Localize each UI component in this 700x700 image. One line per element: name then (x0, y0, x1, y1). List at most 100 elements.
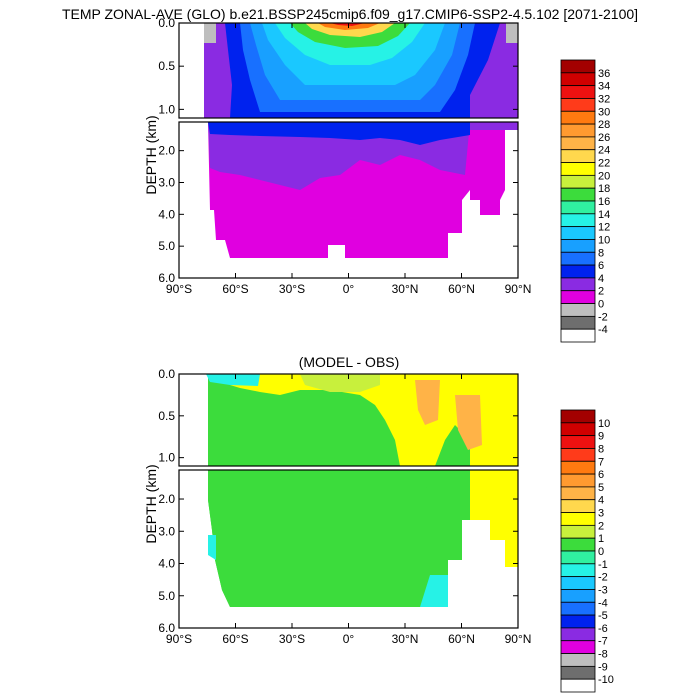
colorbar-swatch (560, 640, 596, 654)
bottom-left-cool-patch (208, 535, 216, 560)
colorbar-swatch (560, 251, 596, 266)
colorbar-swatch (560, 85, 596, 99)
colorbar-swatch (560, 200, 596, 215)
colorbar-swatch (560, 512, 596, 526)
y-tick-label: 4.0 (158, 207, 175, 221)
bottom-cool-patch (420, 575, 448, 607)
colorbar-level-label: 6 (598, 469, 604, 481)
land-mask-south (179, 23, 204, 118)
deep-cool-bias (265, 470, 470, 492)
x-tick-label: 30°S (279, 632, 305, 646)
colorbar-level-label: 2 (598, 286, 604, 298)
colorbar-swatch (560, 303, 596, 317)
y-axis-label: DEPTH (km) (143, 115, 159, 194)
ice-shelf-south (204, 23, 216, 43)
upper-y-ticks: 0.0 0.5 1.0 2.0 3.0 4.0 5.0 6.0 (158, 16, 518, 285)
arctic-warm-bias (470, 470, 518, 567)
arctic-deep-water (470, 125, 505, 215)
colorbar-level-label: 0 (598, 546, 604, 558)
colorbar-swatch (560, 264, 596, 279)
colorbar-level-label: 4 (598, 495, 604, 507)
colorbar-swatch (560, 486, 596, 501)
colorbar-level-label: 12 (598, 222, 610, 234)
colorbar-swatch (560, 315, 596, 330)
colorbar-level-label: 28 (598, 119, 610, 131)
colorbar-level-label: -6 (598, 623, 608, 635)
colorbar-level-label: 30 (598, 106, 610, 118)
colorbar-swatch (560, 653, 596, 667)
x-tick-label: 60°S (222, 282, 248, 296)
colorbar-level-label: 4 (598, 273, 604, 285)
temperature-panel: 0.0 0.5 1.0 2.0 3.0 4.0 5.0 6.0 90°S 60°S 30°S 0° 3… (143, 16, 610, 343)
colorbar-level-label: -3 (598, 584, 608, 596)
colorbar-level-label: 24 (598, 145, 610, 157)
y-tick-label: 0.5 (158, 59, 175, 73)
colorbar-level-label: 10 (598, 234, 610, 246)
difference-field (179, 374, 518, 628)
colorbar-level-label: 8 (598, 443, 604, 455)
colorbar-swatch (560, 239, 596, 253)
colorbar-swatch (560, 435, 596, 449)
colorbar-swatch (560, 448, 596, 462)
y-ticks: 0.0 0.5 1.0 2.0 3.0 4.0 5.0 6.0 (158, 367, 518, 635)
colorbar-swatch (560, 563, 596, 578)
x-tick-label: 60°N (448, 632, 475, 646)
colorbar-swatch (560, 110, 596, 125)
colorbar-swatch (560, 537, 596, 552)
y-tick-label: 1.0 (158, 451, 175, 465)
colorbar-swatch (560, 576, 596, 590)
colorbar-level-label: 32 (598, 93, 610, 105)
colorbar-level-label: 18 (598, 183, 610, 195)
y-tick-label: 2.0 (158, 492, 175, 506)
x-tick-label: 90°S (166, 282, 192, 296)
surface-hottest-band (330, 23, 365, 26)
colorbar-swatch (560, 149, 596, 163)
arctic-warm-patch (455, 395, 482, 450)
colorbar-swatch (560, 123, 596, 138)
figure-title: TEMP ZONAL-AVE (GLO) b.e21.BSSP245cmip6.… (62, 6, 638, 22)
colorbar-level-label: 0 (598, 299, 604, 311)
y-tick-label: 0.0 (158, 367, 175, 381)
colorbar-level-label: -4 (598, 597, 608, 609)
colorbar-swatch (560, 550, 596, 565)
colorbar-level-label: 1 (598, 533, 604, 545)
y-tick-label: 6.0 (158, 621, 175, 635)
x-ticks: 90°S 60°S 30°S 0° 30°N 60°N 90°N (166, 23, 531, 296)
x-tick-label: 90°N (505, 632, 532, 646)
colorbar-level-label: 7 (598, 456, 604, 468)
x-tick-label: 0° (343, 632, 355, 646)
colorbar-level-label: -9 (598, 661, 608, 673)
colorbar-level-label: 14 (598, 209, 610, 221)
x-tick-label: 90°S (166, 632, 192, 646)
y-tick-label: 1.0 (158, 102, 175, 116)
colorbar-swatch (560, 627, 596, 642)
colorbar-level-label: 2 (598, 520, 604, 532)
arctic-cap (470, 122, 518, 130)
land-mask-south (179, 374, 208, 466)
x-ticks: 90°S 60°S 30°S 0° 30°N 60°N 90°N (166, 374, 531, 646)
colorbar-swatch (560, 328, 596, 343)
colorbar-swatch (560, 213, 596, 228)
colorbar-swatch (560, 524, 596, 539)
subsurface-warm-patch (415, 380, 440, 425)
x-tick-label: 30°S (279, 282, 305, 296)
colorbar-level-label: -5 (598, 610, 608, 622)
colorbar-swatch (560, 59, 596, 74)
colorbar-swatch (560, 589, 596, 603)
colorbar-level-label: -7 (598, 636, 608, 648)
colorbar-swatch (560, 601, 596, 616)
colorbar-swatch (560, 422, 596, 437)
colorbar-level-label: 22 (598, 158, 610, 170)
difference-panel: (MODEL - OBS) 0.0 0.5 1.0 2.0 3.0 4.0 5.0 6.0 9… (143, 354, 614, 693)
x-tick-label: 60°N (448, 282, 475, 296)
colorbar-swatch (560, 174, 596, 189)
colorbar-swatch (560, 473, 596, 488)
x-tick-label: 90°N (505, 282, 532, 296)
colorbar-level-label: 3 (598, 508, 604, 520)
colorbar-level-label: -2 (598, 311, 608, 323)
colorbar-swatch (560, 136, 596, 151)
y-tick-label: 3.0 (158, 524, 175, 538)
